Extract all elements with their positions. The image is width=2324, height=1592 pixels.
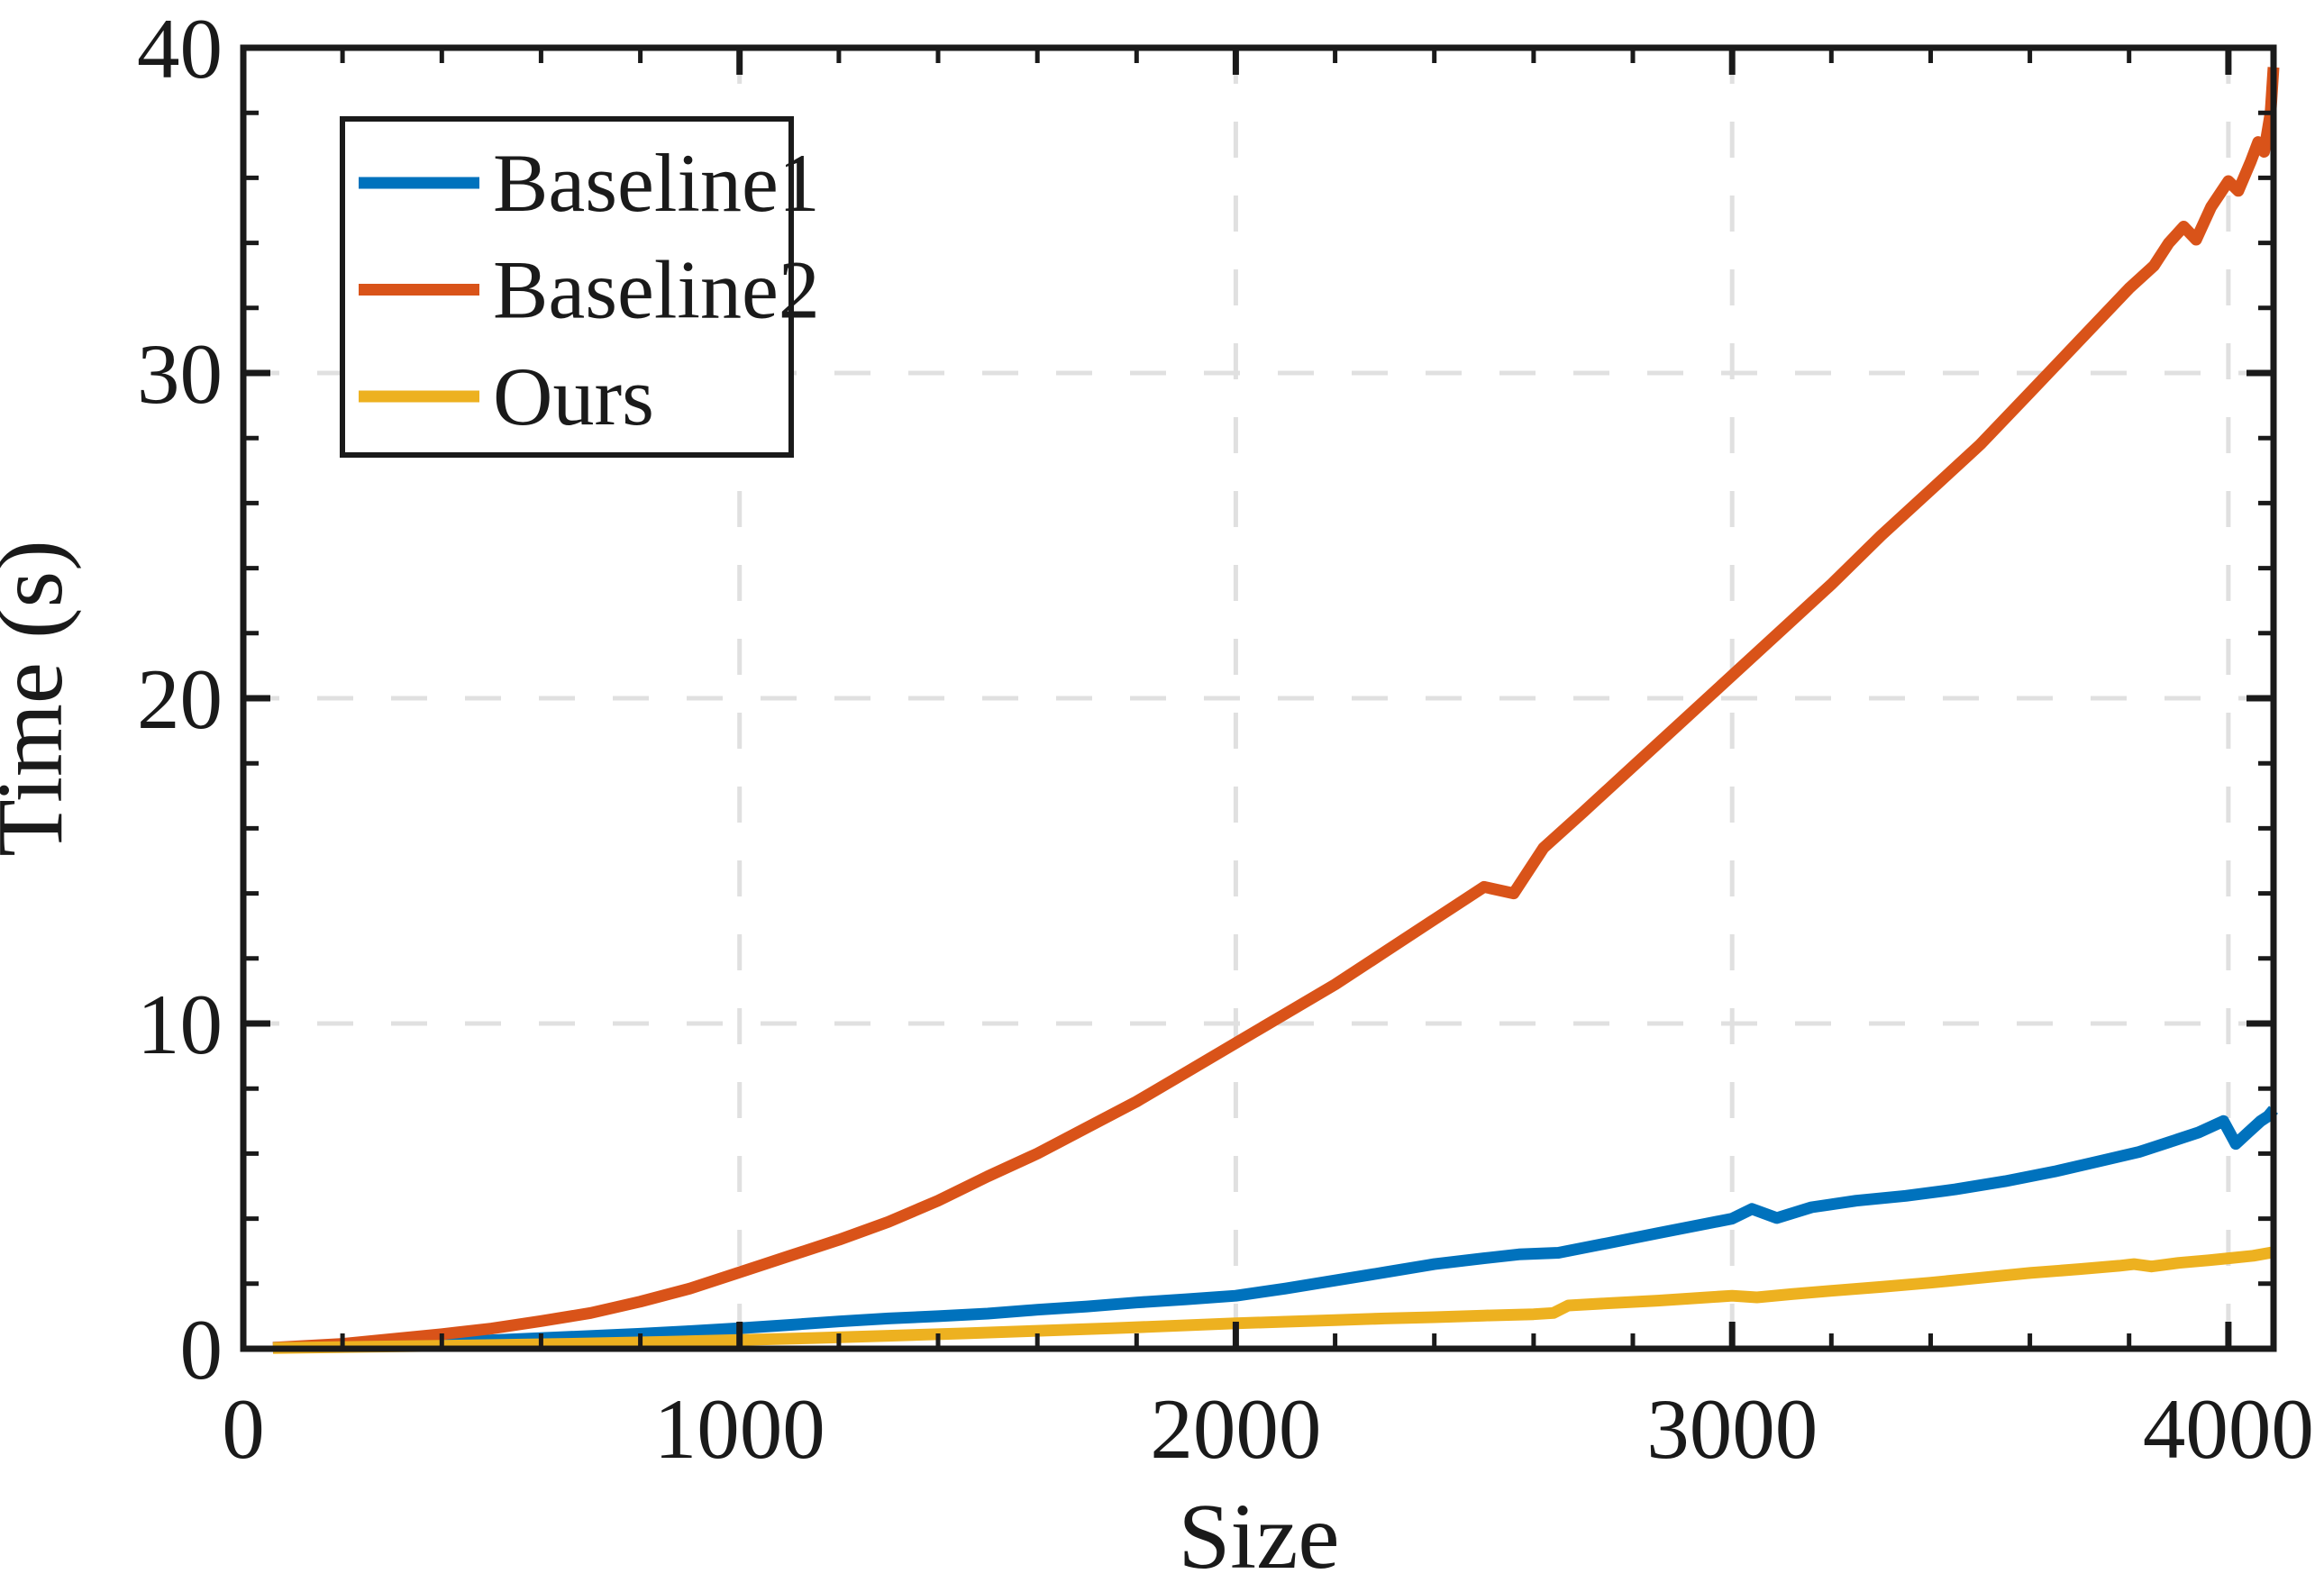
legend-label-baseline2: Baseline2 — [493, 244, 820, 336]
legend: Baseline1 Baseline2 Ours — [340, 116, 820, 458]
axis-layer — [240, 44, 2277, 1352]
x-tick-label: 1000 — [654, 1381, 825, 1477]
x-axis-label: Size — [1178, 1485, 1339, 1588]
y-tick-label: 0 — [180, 1302, 223, 1397]
y-tick-label: 20 — [137, 651, 223, 747]
x-tick-label: 4000 — [2143, 1381, 2314, 1477]
x-tick-label: 3000 — [1646, 1381, 1818, 1477]
tick-label-layer: 0 1000 2000 3000 4000 0 10 20 30 40 — [137, 1, 2314, 1477]
series-line-baseline2 — [272, 67, 2280, 1354]
series-layer — [272, 67, 2280, 1354]
series-line-ours — [272, 1246, 2275, 1354]
y-tick-label: 10 — [137, 977, 223, 1072]
x-tick-label: 2000 — [1150, 1381, 1321, 1477]
series-line-baseline1 — [272, 1105, 2278, 1354]
legend-label-baseline1: Baseline1 — [493, 137, 820, 229]
y-axis-label: Time (s) — [0, 540, 82, 857]
legend-label-ours: Ours — [493, 350, 654, 442]
x-tick-label: 0 — [222, 1381, 265, 1477]
y-tick-label: 30 — [137, 326, 223, 422]
y-tick-label: 40 — [137, 1, 223, 96]
